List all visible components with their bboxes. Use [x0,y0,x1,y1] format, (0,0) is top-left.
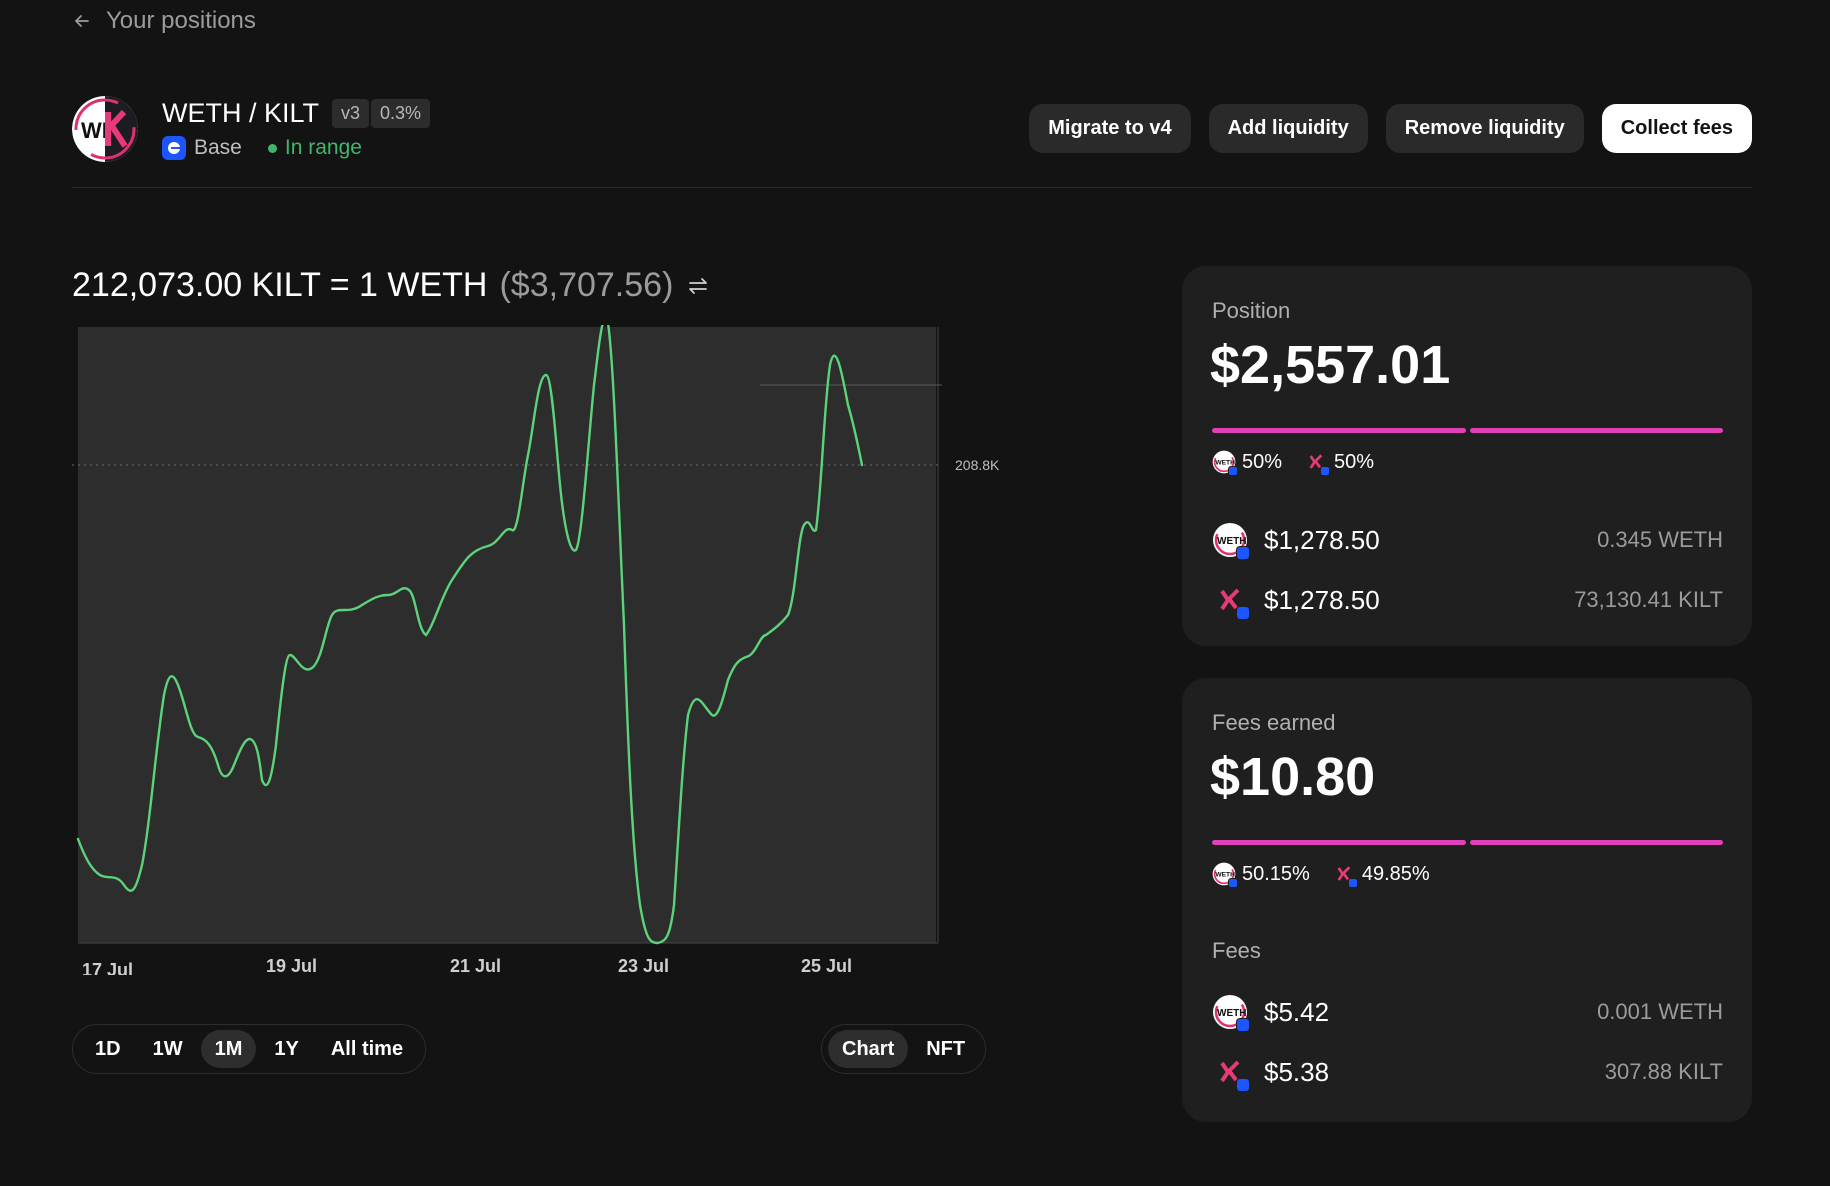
tab-chart[interactable]: Chart [828,1030,909,1068]
weth-token-icon: WETH [1212,862,1238,888]
pair-name: WETH / KILT [162,98,320,128]
fees-earned-value: $10.80 [1210,747,1376,807]
x-tick-label: 23 Jul [618,956,670,976]
weth-usd-value: $1,278.50 [1264,524,1380,555]
kilt-fee-usd: $5.38 [1264,1056,1330,1087]
remove-liquidity-button[interactable]: Remove liquidity [1385,104,1584,153]
price-display: 212,073.00 KILT = 1 WETH ($3,707.56) [72,266,711,305]
kilt-fee-row: $5.38 307.88 KILT [1212,1052,1723,1092]
kilt-share: 50% [1304,450,1375,476]
migrate-button[interactable]: Migrate to v4 [1029,104,1191,153]
version-badge: v3 [332,99,370,128]
position-card: Position $2,557.01 WETH 50% 50% WETH $1,… [1182,266,1752,646]
position-value: $2,557.01 [1210,335,1451,395]
time-range-tabs: 1D 1W 1M 1Y All time [72,1024,427,1074]
svg-text:WETH: WETH [1217,1008,1246,1019]
x-tick-label: 19 Jul [266,956,318,976]
fees-split-bar [1212,840,1723,845]
collect-fees-button[interactable]: Collect fees [1601,104,1752,153]
weth-fee-amount: 0.001 WETH [1597,999,1723,1024]
fees-earned-label: Fees earned [1212,710,1336,735]
weth-fee-share-bar [1212,840,1467,845]
back-link[interactable]: Your positions [72,6,256,36]
kilt-amount: 73,130.41 KILT [1574,587,1723,612]
current-price-label: 208.8K [955,457,1000,473]
kilt-token-icon [1304,450,1331,476]
fees-section-label: Fees [1212,938,1261,963]
weth-fee-usd: $5.42 [1264,996,1330,1027]
tab-1m[interactable]: 1M [200,1030,257,1068]
weth-token-icon: WETH [1212,994,1250,1032]
weth-share-pct: 50% [1242,450,1283,473]
swap-direction-icon[interactable] [685,273,711,299]
weth-token-icon: WETH [1212,450,1238,476]
x-tick-label: 25 Jul [801,956,853,976]
range-status: In range [284,136,362,159]
price-line [76,325,864,945]
price-ratio: 212,073.00 KILT = 1 WETH [72,266,488,304]
weth-amount: 0.345 WETH [1597,527,1723,552]
weth-share-bar [1212,428,1466,433]
view-tabs: Chart NFT [821,1024,987,1074]
weth-fee-share: WETH 50.15% [1212,862,1310,888]
tab-1w[interactable]: 1W [152,1037,183,1060]
weth-share: WETH 50% [1212,450,1283,476]
position-split-bar [1212,428,1723,433]
x-tick-label: 17 Jul [82,960,133,975]
network-label: Base [194,136,242,159]
kilt-fee-amount: 307.88 KILT [1604,1059,1723,1084]
weth-fee-row: WETH $5.42 0.001 WETH [1212,992,1723,1032]
kilt-token-icon [1332,862,1358,888]
price-chart[interactable]: 208.8K 17 Jul [72,325,1032,975]
kilt-share-bar [1469,428,1723,433]
badges: v3 0.3% [332,99,431,128]
kilt-share-pct: 50% [1334,450,1375,473]
x-tick-label: 21 Jul [450,956,502,976]
position-label: Position [1212,298,1291,323]
tab-all-time[interactable]: All time [330,1037,404,1060]
back-label: Your positions [106,7,256,34]
fees-percentages: WETH 50.15% 49.85% [1212,862,1430,888]
price-usd: ($3,707.56) [499,266,674,304]
kilt-fee-pct: 49.85% [1361,862,1430,885]
kilt-usd-value: $1,278.50 [1264,584,1380,615]
weth-position-row: WETH $1,278.50 0.345 WETH [1212,520,1723,560]
tab-1d[interactable]: 1D [95,1037,121,1060]
fees-card: Fees earned $10.80 WETH 50.15% 49.85% Fe… [1182,678,1752,1122]
arrow-left-icon [75,15,89,27]
network-status: Base In range [162,136,362,160]
position-header: WI WETH / KILT v3 0.3% Base In range Mig… [72,96,1752,188]
add-liquidity-button[interactable]: Add liquidity [1208,104,1368,153]
svg-text:WETH: WETH [1215,872,1235,879]
position-percentages: WETH 50% 50% [1212,450,1375,476]
kilt-fee-share-bar [1470,840,1723,845]
pair-logo-icon: WI [72,96,138,162]
svg-text:WETH: WETH [1215,460,1235,467]
kilt-position-row: $1,278.50 73,130.41 KILT [1212,580,1723,620]
svg-text:WI: WI [81,118,108,143]
kilt-fee-share: 49.85% [1332,862,1430,888]
base-network-icon [162,136,186,160]
action-buttons: Migrate to v4 Add liquidity Remove liqui… [1029,104,1752,153]
kilt-token-icon [1212,1054,1250,1092]
tab-nft[interactable]: NFT [926,1037,966,1060]
tab-1y[interactable]: 1Y [274,1037,299,1060]
chart-plot-area [78,327,936,943]
status-dot-icon [267,143,277,153]
weth-token-icon: WETH [1212,522,1250,560]
weth-fee-pct: 50.15% [1242,862,1310,885]
fee-tier-badge: 0.3% [371,99,431,128]
kilt-token-icon [1212,582,1250,620]
svg-text:WETH: WETH [1217,536,1246,547]
